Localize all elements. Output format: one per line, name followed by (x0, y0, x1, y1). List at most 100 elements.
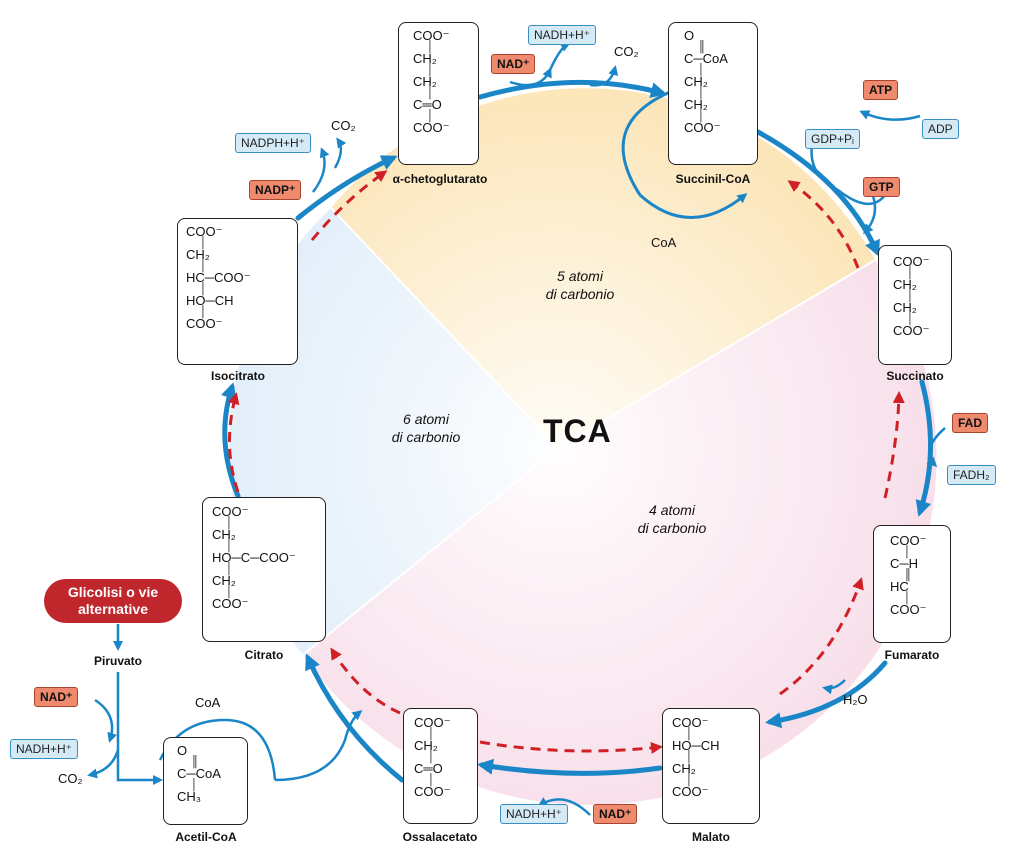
structure-line: │ (686, 728, 693, 740)
structure-line: │ (427, 41, 434, 53)
label-mal: Malato (691, 830, 730, 844)
region-label-6c: 6 atomi di carbonio (366, 410, 486, 446)
structure-line: │ (904, 546, 911, 558)
structure-line: ║ (191, 756, 199, 768)
structure-line: │ (904, 592, 911, 604)
structure-line: │ (686, 751, 693, 763)
region-label-5c: 5 atomi di carbonio (520, 267, 640, 303)
structure-line: COO⁻ (212, 504, 249, 519)
structure-line: C═O (413, 97, 442, 112)
region-label-4c: 4 atomi di carbonio (612, 501, 732, 537)
structure-line: COO⁻ (413, 28, 450, 43)
cofactor-nadh-left: NADH+H⁺ (10, 739, 79, 759)
molecule-box-mal (662, 708, 760, 824)
cofactor-co2-left: CO₂ (58, 771, 83, 786)
cofactor-nad-bottom: NAD⁺ (593, 804, 638, 824)
cofactor-coa-acetyl: CoA (195, 695, 221, 710)
cofactor-coa-succ: CoA (651, 235, 677, 250)
structure-line: CH₂ (684, 74, 708, 89)
glycolysis-line2: alternative (77, 601, 149, 617)
structure-line: │ (427, 110, 434, 122)
structure-line: CH₂ (672, 761, 696, 776)
structure-line: COO⁻ (186, 224, 223, 239)
sector-4-carbon (303, 260, 937, 805)
structure-line: COO⁻ (893, 323, 930, 338)
arrow-mal-to-oaa (477, 758, 663, 776)
region-label-5c-line2: di carbonio (545, 286, 615, 302)
structure-line: CH₂ (212, 573, 236, 588)
structure-line: CH₂ (893, 300, 917, 315)
structure-line: HC (890, 579, 909, 594)
structure-acoa: O ║ C─CoA │ CH₃ (177, 744, 221, 803)
structure-line: ║ (904, 569, 912, 581)
molecule-box-fum (873, 525, 951, 643)
structure-line: CH₃ (177, 789, 202, 804)
structure-line: │ (427, 64, 434, 76)
structure-line: │ (907, 290, 914, 302)
structure-line: CH₂ (186, 247, 210, 262)
region-label-6c-line2: di carbonio (391, 429, 461, 445)
structure-line: COO⁻ (890, 533, 927, 548)
structure-line: COO⁻ (684, 120, 721, 135)
structure-line: CH₂ (684, 97, 708, 112)
structure-line: │ (698, 87, 705, 99)
structure-line: C─CoA (684, 51, 728, 66)
region-label-5c-line1: 5 atomi (557, 268, 603, 284)
structure-line: │ (427, 87, 434, 99)
structure-line: CH₂ (893, 277, 917, 292)
label-oaa: Ossalacetato (402, 830, 478, 844)
label-cit: Citrato (244, 648, 284, 662)
label-pyruvate: Piruvato (93, 654, 142, 668)
structure-fum: COO⁻ │ C─H ║ HC │ COO⁻ (890, 534, 926, 616)
center-label: TCA (543, 413, 612, 449)
label-acoa: Acetil-CoA (175, 830, 237, 844)
cofactor-nadph: NADPH+H⁺ (235, 133, 312, 153)
structure-mal: COO⁻ │ HO─CH │ CH₂ │ COO⁻ (672, 716, 720, 798)
region-label-4c-line2: di carbonio (637, 520, 707, 536)
glycolysis-line1: Glicolisi o vie (67, 584, 159, 600)
cofactor-fad: FAD (952, 413, 988, 433)
structure-line: COO⁻ (414, 715, 451, 730)
cofactor-co2-iso: CO₂ (331, 118, 356, 133)
structure-line: │ (686, 774, 693, 786)
cofactor-gtp: GTP (863, 177, 900, 197)
structure-line: HO─CH (186, 293, 234, 308)
molecule-box-succ (878, 245, 952, 365)
molecule-box-iso (177, 218, 298, 365)
region-label-6c-line1: 6 atomi (403, 411, 449, 427)
structure-succoa: O ║ C─CoA │ CH₂ │ CH₂ │ COO⁻ (684, 29, 728, 134)
structure-line: HO─CH (672, 738, 720, 753)
structure-line: COO⁻ (212, 596, 249, 611)
structure-line: │ (200, 260, 207, 272)
structure-line: │ (907, 267, 914, 279)
cofactor-adp: ADP (922, 119, 959, 139)
structure-line: COO⁻ (413, 120, 450, 135)
structure-line: O (177, 743, 188, 758)
cofactor-co2-top: CO₂ (614, 44, 639, 59)
structure-line: │ (200, 306, 207, 318)
arrow-akg-to-succoa (477, 79, 667, 100)
structure-line: │ (226, 540, 233, 552)
molecule-box-acoa (163, 737, 248, 825)
structure-line: O (684, 28, 695, 43)
cofactor-nadp: NADP⁺ (249, 180, 302, 200)
structure-line: C═O (414, 761, 443, 776)
molecule-box-succoa (668, 22, 758, 165)
structure-line: │ (226, 517, 233, 529)
structure-line: COO⁻ (186, 316, 223, 331)
structure-line: CH₂ (413, 74, 437, 89)
structure-iso: COO⁻ │ CH₂ │ HC─COO⁻ │ HO─CH │ COO⁻ (186, 225, 250, 330)
label-fum: Fumarato (884, 648, 940, 662)
structure-line: │ (428, 774, 435, 786)
structure-line: COO⁻ (672, 784, 709, 799)
cofactor-gdp: GDP+Pᵢ (805, 129, 860, 149)
cofactor-fadh2: FADH₂ (947, 465, 996, 485)
structure-succ: COO⁻ │ CH₂ │ CH₂ │ COO⁻ (893, 255, 929, 337)
structure-line: CH₂ (212, 527, 236, 542)
structure-line: COO⁻ (893, 254, 930, 269)
structure-line: │ (698, 110, 705, 122)
molecule-box-cit (202, 497, 326, 642)
label-succoa: Succinil-CoA (675, 172, 751, 186)
